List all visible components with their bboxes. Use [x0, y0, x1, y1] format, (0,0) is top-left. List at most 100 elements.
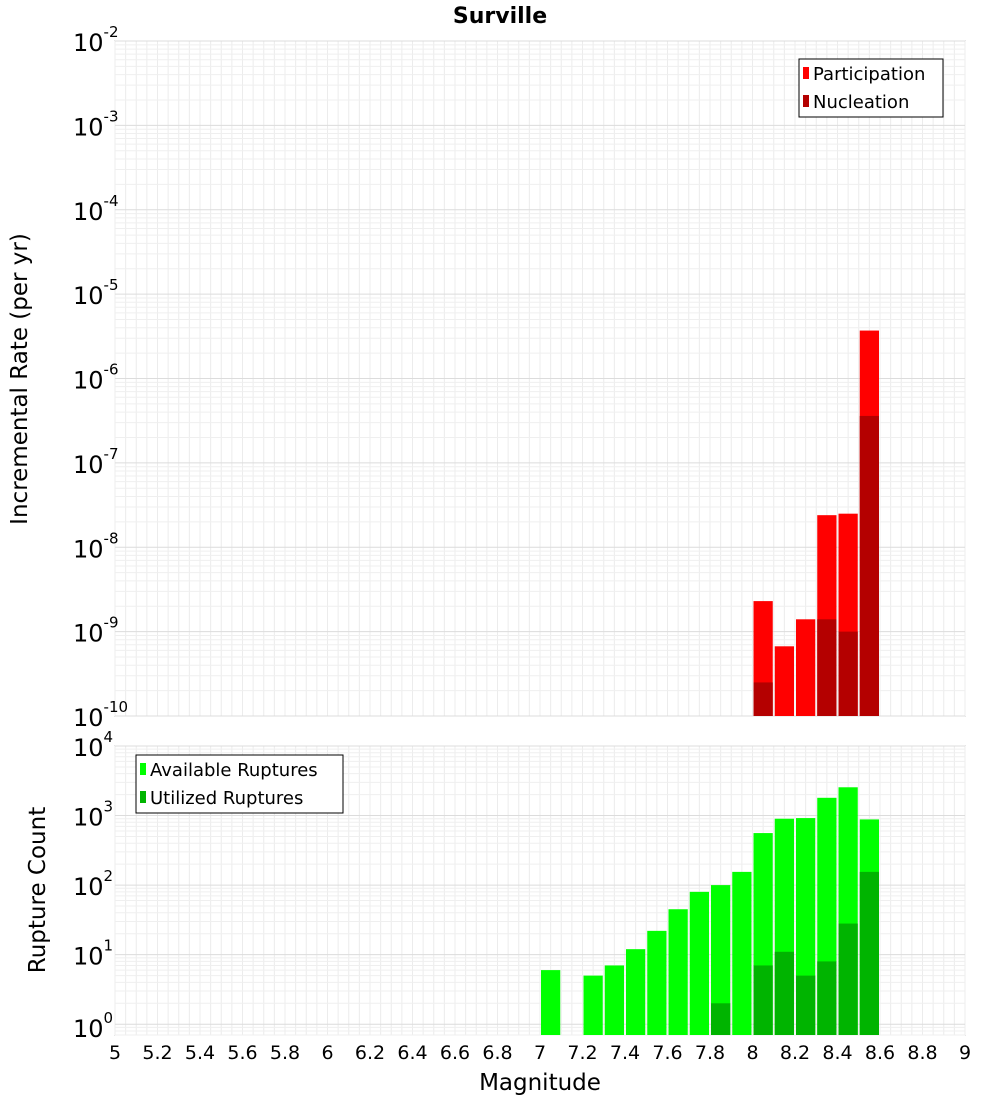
y-tick-exponent: -8 — [104, 529, 119, 547]
legend-swatch-utilized — [140, 791, 146, 803]
y-tick-base: 10 — [73, 804, 104, 832]
y-tick-base: 10 — [73, 198, 104, 226]
top-bar-participation — [796, 619, 816, 716]
x-tick-label: 8 — [746, 1042, 758, 1064]
top-legend-box — [798, 58, 944, 118]
y-tick-base: 10 — [73, 873, 104, 901]
top-y-tick-labels: 10-210-310-410-510-610-710-810-910-10 — [73, 23, 128, 732]
y-tick-exponent: 4 — [104, 728, 114, 746]
y-tick-base: 10 — [73, 620, 104, 648]
y-tick-label: 10-7 — [73, 445, 119, 479]
y-tick-label: 100 — [73, 1009, 113, 1043]
bottom-y-axis-title: Rupture Count — [25, 807, 51, 973]
bottom-bar-utilized-ruptures — [711, 1003, 731, 1035]
bottom-bar-utilized-ruptures — [838, 923, 858, 1035]
x-tick-label: 5.8 — [270, 1042, 300, 1064]
y-tick-exponent: -6 — [104, 361, 119, 379]
x-tick-label: 5.4 — [185, 1042, 215, 1064]
bottom-bar-utilized-ruptures — [859, 871, 879, 1035]
x-tick-label: 5.6 — [227, 1042, 257, 1064]
x-tick-label: 6.8 — [482, 1042, 512, 1064]
x-tick-label: 6.6 — [440, 1042, 470, 1064]
y-tick-base: 10 — [73, 943, 104, 971]
bottom-bar-utilized-ruptures — [753, 965, 773, 1035]
y-tick-exponent: 0 — [104, 1009, 114, 1027]
y-tick-base: 10 — [73, 367, 104, 395]
y-tick-label: 10-8 — [73, 529, 119, 563]
bottom-legend: Available Ruptures Utilized Ruptures — [135, 754, 344, 814]
bottom-bar-available-ruptures — [732, 871, 752, 1035]
y-tick-exponent: -3 — [104, 107, 119, 125]
top-bar-participation — [774, 646, 794, 716]
top-grid — [114, 40, 966, 717]
x-tick-label: 7.6 — [652, 1042, 682, 1064]
y-tick-base: 10 — [73, 704, 104, 732]
y-tick-exponent: 1 — [104, 937, 114, 955]
x-tick-label: 8.6 — [865, 1042, 895, 1064]
y-tick-label: 104 — [73, 728, 113, 762]
x-tick-label: 8.4 — [822, 1042, 852, 1064]
top-bar-nucleation — [838, 631, 858, 716]
x-tick-label: 8.8 — [907, 1042, 937, 1064]
y-tick-label: 10-4 — [73, 192, 119, 226]
y-tick-label: 101 — [73, 937, 113, 971]
y-tick-exponent: -9 — [104, 614, 119, 632]
top-panel: 10-210-310-410-510-610-710-810-910-10 In… — [7, 23, 966, 732]
x-axis-title: Magnitude — [479, 1070, 601, 1096]
y-tick-label: 10-6 — [73, 361, 119, 395]
legend-label-participation: Participation — [813, 64, 925, 85]
legend-label-available: Available Ruptures — [150, 760, 318, 781]
chart-title: Surville — [453, 4, 547, 29]
y-tick-exponent: -2 — [104, 23, 119, 41]
y-tick-label: 103 — [73, 798, 113, 832]
y-tick-base: 10 — [73, 451, 104, 479]
bottom-bar-available-ruptures — [626, 949, 646, 1035]
y-tick-base: 10 — [73, 1015, 104, 1043]
x-tick-label: 7.4 — [610, 1042, 640, 1064]
x-tick-label: 6 — [321, 1042, 333, 1064]
legend-swatch-participation — [803, 67, 809, 79]
x-tick-label: 8.2 — [780, 1042, 810, 1064]
y-tick-label: 10-5 — [73, 276, 119, 310]
bottom-bar-available-ruptures — [583, 975, 603, 1035]
y-tick-base: 10 — [73, 734, 104, 762]
y-tick-label: 102 — [73, 867, 113, 901]
bottom-legend-box — [135, 754, 344, 814]
bottom-bar-utilized-ruptures — [817, 961, 837, 1035]
top-bars — [753, 330, 879, 716]
y-tick-label: 10-10 — [73, 698, 128, 732]
x-tick-labels: 5 5.2 5.4 5.6 5.8 6 6.2 6.4 6.6 6.8 7 7.2 7.4 7.6 7.8 8… — [109, 1042, 971, 1064]
y-tick-exponent: 2 — [104, 867, 114, 885]
y-tick-exponent: -10 — [104, 698, 129, 716]
y-tick-exponent: 3 — [104, 798, 114, 816]
legend-swatch-available — [140, 763, 146, 775]
bottom-bar-available-ruptures — [711, 885, 731, 1035]
y-tick-base: 10 — [73, 282, 104, 310]
y-tick-exponent: -4 — [104, 192, 119, 210]
bottom-bar-available-ruptures — [668, 909, 688, 1035]
y-tick-label: 10-9 — [73, 614, 119, 648]
bottom-bar-utilized-ruptures — [796, 975, 816, 1035]
bottom-bar-available-ruptures — [647, 930, 667, 1035]
x-tick-label: 7.2 — [567, 1042, 597, 1064]
x-tick-label: 6.2 — [355, 1042, 385, 1064]
x-tick-label: 5 — [109, 1042, 121, 1064]
bottom-bar-available-ruptures — [541, 970, 561, 1035]
y-tick-label: 10-3 — [73, 107, 119, 141]
y-tick-exponent: -5 — [104, 276, 119, 294]
bottom-bar-available-ruptures — [604, 965, 624, 1035]
top-legend: Participation Nucleation — [798, 58, 944, 118]
y-tick-label: 10-2 — [73, 23, 119, 57]
legend-label-utilized: Utilized Ruptures — [150, 788, 303, 809]
y-tick-exponent: -7 — [104, 445, 119, 463]
top-bar-nucleation — [753, 682, 773, 716]
legend-swatch-nucleation — [803, 95, 809, 107]
y-tick-base: 10 — [73, 29, 104, 57]
x-tick-label: 7 — [534, 1042, 546, 1064]
bottom-bar-utilized-ruptures — [774, 951, 794, 1035]
y-tick-base: 10 — [73, 535, 104, 563]
x-tick-label: 9 — [959, 1042, 971, 1064]
x-tick-label: 7.8 — [695, 1042, 725, 1064]
